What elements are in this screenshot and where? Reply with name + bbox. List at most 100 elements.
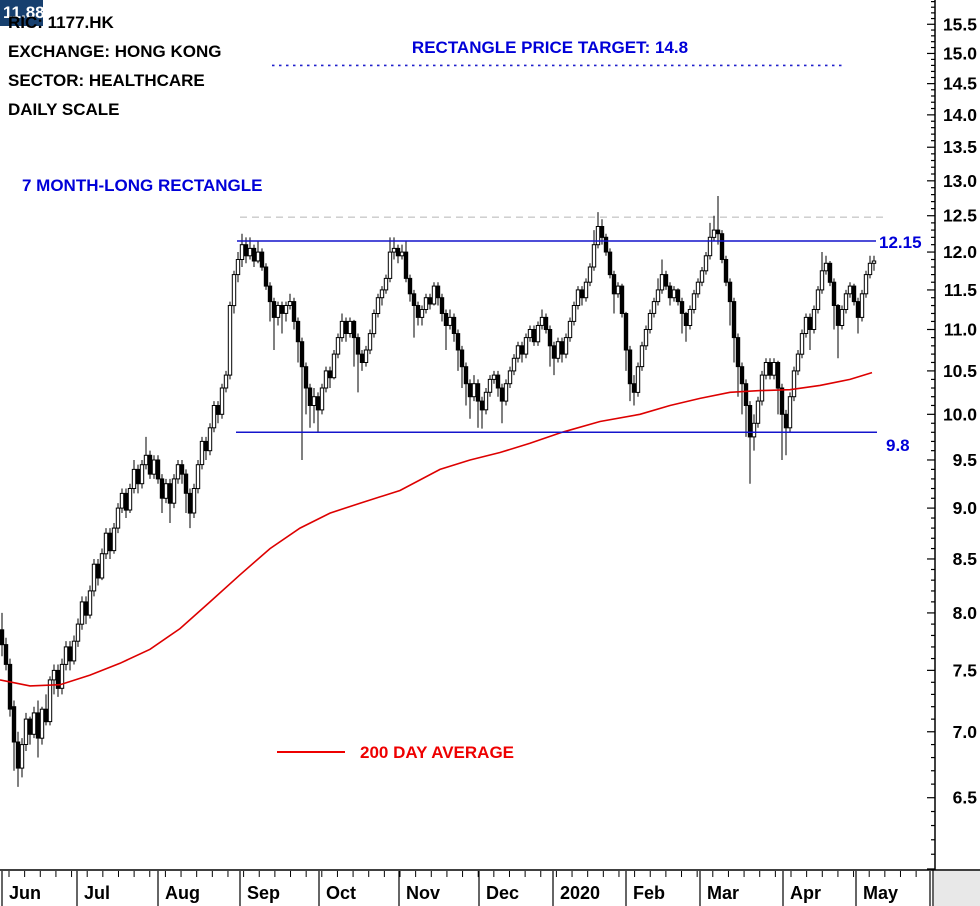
x-axis-month-label: Mar: [707, 883, 739, 903]
header-exchange: EXCHANGE: HONG KONG: [8, 42, 222, 61]
candle-body: [547, 329, 553, 347]
candle-body: [871, 260, 877, 264]
candle-body: [391, 247, 397, 253]
y-axis-label: 12.5: [943, 206, 977, 226]
candle-body: [667, 285, 673, 299]
candle-body: [615, 285, 621, 295]
candle-body: [611, 274, 617, 295]
x-axis-month-label: Jun: [9, 883, 41, 903]
candle-body: [159, 478, 165, 499]
candle-body: [19, 744, 25, 769]
candle-body: [211, 405, 217, 429]
last-price-badge: 11.88: [0, 0, 43, 26]
candle-body: [703, 255, 709, 272]
candle-body: [299, 341, 305, 368]
candle-body: [495, 374, 501, 389]
candle-body: [551, 345, 557, 359]
candle-body: [275, 305, 281, 318]
candle-body: [259, 251, 265, 268]
candle-body: [383, 277, 389, 291]
candle-body: [351, 320, 357, 339]
candle-body: [151, 459, 157, 475]
candle-body: [695, 281, 701, 295]
candle-body: [475, 383, 481, 402]
candle-body: [715, 229, 721, 235]
candle-body: [607, 251, 613, 276]
candle-body: [731, 301, 737, 339]
candle-body: [815, 289, 821, 310]
candle-body: [227, 305, 233, 376]
candle-body: [63, 646, 69, 665]
candle-body: [323, 370, 329, 389]
candle-body: [527, 329, 533, 339]
candle-body: [399, 251, 405, 257]
candle-body: [563, 337, 569, 355]
candle-body: [631, 383, 637, 393]
candle-body: [415, 305, 421, 318]
candle-body: [723, 259, 729, 283]
x-axis-month-label: 2020: [560, 883, 600, 903]
candle-body: [191, 488, 197, 514]
y-axis-label: 6.5: [953, 788, 978, 808]
candle-body: [791, 370, 797, 398]
candle-body: [587, 266, 593, 283]
candle-body: [743, 383, 749, 407]
candle-body: [523, 337, 529, 355]
candle-body: [515, 345, 521, 359]
candle-body: [363, 349, 369, 363]
candle-body: [187, 492, 193, 514]
candle-body: [175, 464, 181, 480]
candle-body: [739, 366, 745, 385]
candle-body: [247, 247, 253, 257]
candle-body: [75, 623, 81, 642]
x-axis-month-label: Feb: [633, 883, 665, 903]
candle-body: [423, 297, 429, 311]
candle-body: [459, 349, 465, 368]
candle-body: [123, 492, 129, 511]
x-axis-month-label: Aug: [165, 883, 200, 903]
header-scale: DAILY SCALE: [8, 100, 120, 119]
chart-header: RIC: 1177.HK EXCHANGE: HONG KONG SECTOR:…: [8, 13, 221, 129]
candle-body: [403, 251, 409, 279]
candle-body: [23, 718, 29, 745]
y-axis-label: 13.5: [943, 137, 977, 157]
candle-body: [283, 305, 289, 314]
candle-body: [219, 387, 225, 415]
candle-body: [779, 387, 785, 415]
y-axis-label: 10.0: [943, 404, 977, 424]
candle-body: [503, 383, 509, 402]
candle-body: [379, 289, 385, 299]
ma-legend-swatch: [277, 751, 345, 753]
candle-body: [711, 229, 717, 238]
candle-body: [559, 341, 565, 355]
candle-body: [87, 590, 93, 616]
candle-body: [11, 706, 17, 743]
candle-body: [251, 247, 257, 262]
candle-body: [719, 233, 725, 260]
candle-body: [315, 396, 321, 411]
support-level-label: 9.8: [886, 436, 910, 455]
candle-body: [135, 468, 141, 485]
x-axis-month-label: May: [863, 883, 898, 903]
candle-body: [331, 353, 337, 379]
y-axis-label: 12.0: [943, 242, 977, 262]
candle-body: [387, 251, 393, 279]
candle-body: [747, 405, 753, 438]
candle-body: [531, 329, 537, 343]
candle-body: [831, 281, 837, 307]
y-axis-label: 10.5: [943, 361, 977, 381]
candle-body: [291, 301, 297, 322]
candle-body: [623, 313, 629, 351]
candle-body: [183, 473, 189, 494]
candle-body: [471, 383, 477, 398]
candle-body: [499, 387, 505, 402]
resistance-level-label: 12.15: [879, 233, 922, 252]
candle-body: [847, 285, 853, 295]
candle-body: [231, 274, 237, 307]
candle-body: [79, 601, 85, 625]
candle-body: [759, 374, 765, 402]
candle-body: [443, 313, 449, 326]
candle-body: [775, 362, 781, 389]
candle-body: [807, 316, 813, 330]
